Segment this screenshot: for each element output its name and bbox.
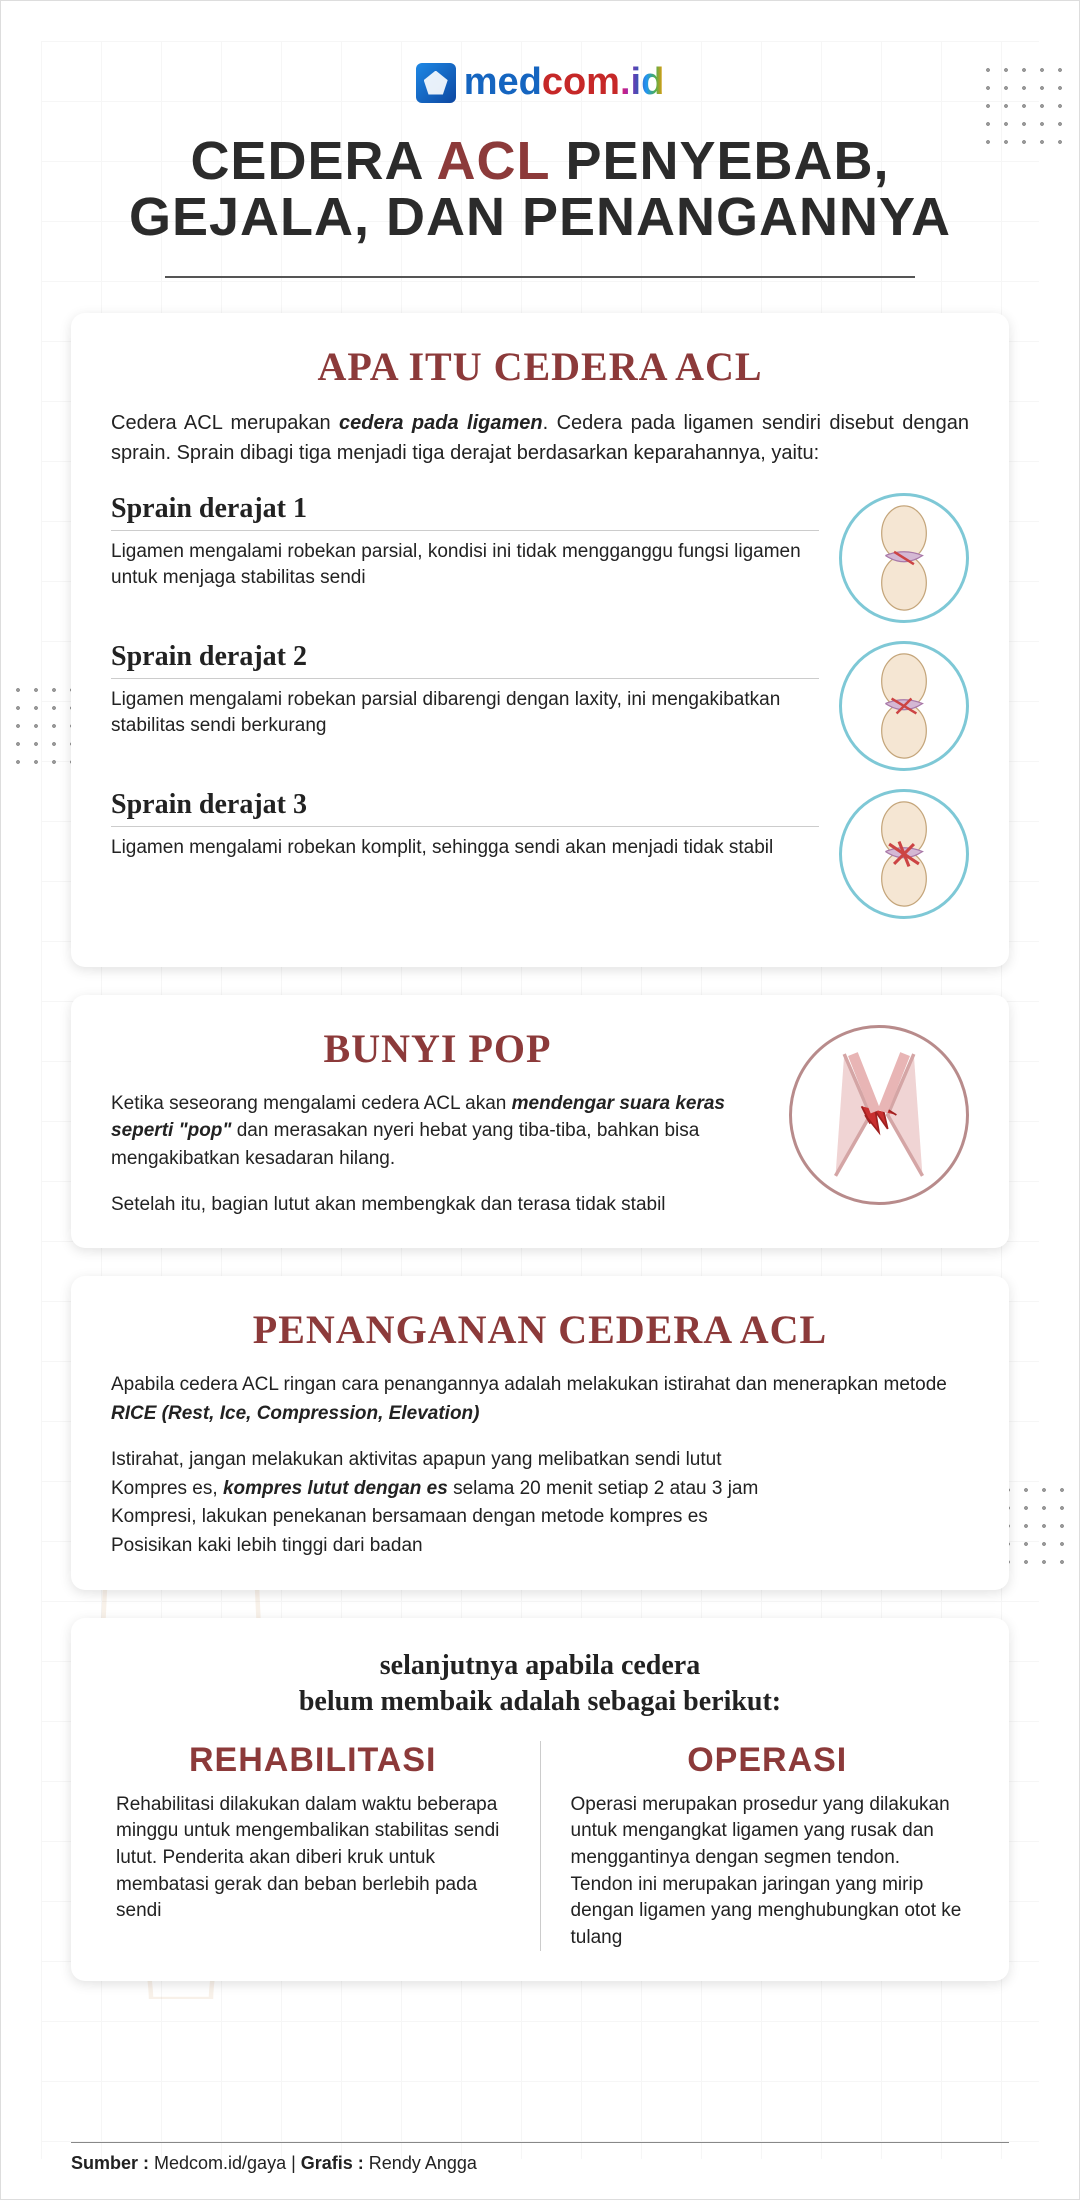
rehab-column: REHABILITASI Rehabilitasi dilakukan dala… [111, 1741, 515, 1952]
grade-title: Sprain derajat 3 [111, 789, 819, 821]
operation-title: OPERASI [571, 1741, 965, 1780]
pop-paragraph-1: Ketika seseorang mengalami cedera ACL ak… [111, 1090, 764, 1173]
knee-icon [839, 641, 969, 771]
rice-line-2: Kompres es, kompres lutut dengan es sela… [111, 1475, 969, 1504]
main-title: CEDERA ACL PENYEBAB, GEJALA, DAN PENANGA… [71, 133, 1009, 246]
rehab-title: REHABILITASI [116, 1741, 510, 1780]
column-separator [540, 1741, 541, 1952]
rice-line-4: Posisikan kaki lebih tinggi dari badan [111, 1532, 969, 1561]
operation-desc: Operasi merupakan prosedur yang dilakuka… [571, 1792, 965, 1952]
logo: medcom.id [71, 61, 1009, 108]
section-pop-sound: BUNYI POP Ketika seseorang mengalami ced… [71, 995, 1009, 1248]
section-what-is-acl: APA ITU CEDERA ACL Cedera ACL merupakan … [71, 313, 1009, 967]
rice-line-1: Istirahat, jangan melakukan aktivitas ap… [111, 1446, 969, 1475]
operation-column: OPERASI Operasi merupakan prosedur yang … [566, 1741, 970, 1952]
grade-title: Sprain derajat 1 [111, 493, 819, 525]
section-title: PENANGANAN CEDERA ACL [111, 1306, 969, 1353]
rice-line-3: Kompresi, lakukan penekanan bersamaan de… [111, 1503, 969, 1532]
knee-icon [839, 789, 969, 919]
title-divider [165, 276, 915, 278]
grade-desc: Ligamen mengalami robekan komplit, sehin… [111, 826, 819, 862]
torn-ligament-icon [789, 1025, 969, 1205]
grade-desc: Ligamen mengalami robekan parsial, kondi… [111, 530, 819, 592]
section-further-treatment: selanjutnya apabila cedera belum membaik… [71, 1618, 1009, 1981]
logo-text-id: .id [620, 61, 664, 103]
intro-text: Cedera ACL merupakan cedera pada ligamen… [111, 408, 969, 468]
subheading: selanjutnya apabila cedera belum membaik… [111, 1648, 969, 1721]
logo-text-med: med [464, 61, 542, 103]
section-handling: PENANGANAN CEDERA ACL Apabila cedera ACL… [71, 1276, 1009, 1590]
grade-3: Sprain derajat 3 Ligamen mengalami robek… [111, 789, 969, 919]
pop-paragraph-2: Setelah itu, bagian lutut akan membengka… [111, 1191, 764, 1219]
section-title: BUNYI POP [111, 1025, 764, 1072]
logo-icon [416, 63, 456, 103]
grade-title: Sprain derajat 2 [111, 641, 819, 673]
grade-2: Sprain derajat 2 Ligamen mengalami robek… [111, 641, 969, 771]
knee-icon [839, 493, 969, 623]
rehab-desc: Rehabilitasi dilakukan dalam waktu beber… [116, 1792, 510, 1925]
infographic-page: medcom.id CEDERA ACL PENYEBAB, GEJALA, D… [0, 0, 1080, 2200]
footer-credits: Sumber : Medcom.id/gaya | Grafis : Rendy… [71, 2142, 1009, 2174]
section-title: APA ITU CEDERA ACL [111, 343, 969, 390]
logo-text-com: com [542, 61, 620, 103]
handling-intro: Apabila cedera ACL ringan cara penangann… [111, 1371, 969, 1428]
grade-desc: Ligamen mengalami robekan parsial dibare… [111, 678, 819, 740]
grade-1: Sprain derajat 1 Ligamen mengalami robek… [111, 493, 969, 623]
